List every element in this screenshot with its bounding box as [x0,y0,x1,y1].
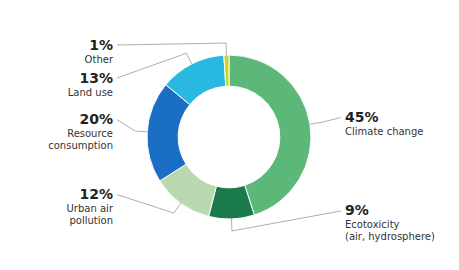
category-label: Climate change [345,126,423,137]
leader-line [232,211,341,231]
category-label: Land use [68,87,113,98]
data-label: 9% [345,202,369,218]
category-label: Resourceconsumption [48,128,113,151]
leader-line [117,120,147,132]
leader-line [117,43,226,55]
chart-container: 45%Climate change 9%Ecotoxicity(air, hydr… [0,0,459,270]
slices [147,55,311,219]
category-label: Urban airpollution [67,203,114,226]
pie-chart: 45%Climate change 9%Ecotoxicity(air, hydr… [0,0,459,270]
data-label: 12% [79,186,113,202]
slice [224,55,229,86]
data-label: 13% [79,70,113,86]
slice [166,55,226,104]
data-label: 45% [345,109,379,125]
category-label: Other [85,54,114,65]
category-label: Ecotoxicity(air, hydrosphere) [345,219,435,242]
leader-lines [117,43,341,231]
data-label: 20% [79,111,113,127]
leader-line [117,195,181,213]
data-label: 1% [89,37,113,53]
labels: 45%Climate change 9%Ecotoxicity(air, hydr… [48,37,435,243]
leader-line [117,53,192,78]
leader-line [310,118,341,125]
